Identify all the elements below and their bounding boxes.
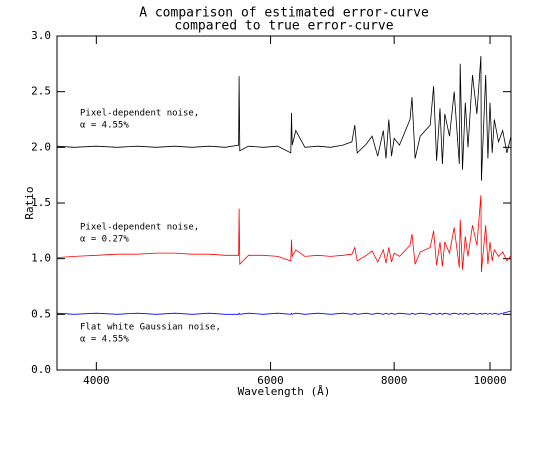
- series-line: [56, 55, 512, 181]
- series-line: [56, 310, 512, 315]
- x-tick-label: 6000: [257, 374, 284, 387]
- x-tick-label: 10000: [473, 374, 506, 387]
- y-tick-label: 3.0: [31, 29, 51, 42]
- annotation: α = 0.27%: [80, 235, 129, 245]
- annotation: Flat white Gaussian noise,: [80, 323, 221, 333]
- x-tick-label: 4000: [83, 374, 110, 387]
- plot-frame: [56, 35, 512, 371]
- y-tick-label: 2.5: [31, 85, 51, 98]
- y-tick-label: 2.0: [31, 140, 51, 153]
- series-line: [56, 195, 512, 273]
- x-axis-label: Wavelength (Å): [238, 385, 331, 398]
- y-tick-label: 1.0: [31, 252, 51, 265]
- y-tick-label: 0.5: [31, 307, 51, 320]
- annotation: α = 4.55%: [80, 335, 129, 345]
- y-tick-label: 0.0: [31, 363, 51, 376]
- x-tick-label: 8000: [381, 374, 408, 387]
- annotation: Pixel-dependent noise,: [80, 223, 199, 233]
- chart-title: A comparison of estimated error-curve: [139, 6, 429, 21]
- annotation: α = 4.55%: [80, 121, 129, 131]
- y-tick-label: 1.5: [31, 196, 51, 209]
- annotation: Pixel-dependent noise,: [80, 109, 199, 119]
- y-axis-label: Ratio: [23, 186, 36, 219]
- chart-title: compared to true error-curve: [174, 19, 393, 34]
